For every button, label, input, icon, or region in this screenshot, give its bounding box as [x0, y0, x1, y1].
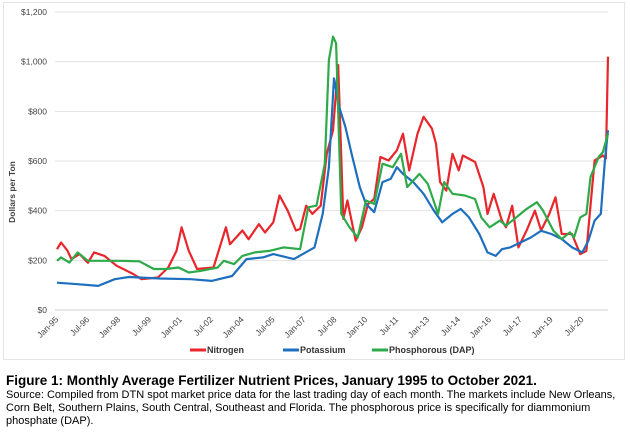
legend-item: Phosphorous (DAP): [372, 345, 475, 355]
y-tick-label: $1,000: [21, 57, 47, 67]
x-tick-label: Jan-95: [35, 314, 61, 340]
x-tick-label: Jan-19: [529, 314, 555, 340]
x-tick-label: Jan-04: [220, 314, 246, 340]
y-tick-label: $400: [28, 206, 47, 216]
x-axis-ticks: Jan-95 Jul-96 Jan-98 Jul-99 Jan-01 Jul-02 Jan-…: [35, 314, 586, 340]
legend: Nitrogen Potassium Phosphorous (DAP): [190, 345, 475, 355]
legend-label: Phosphorous (DAP): [389, 345, 475, 355]
x-tick-label: Jul-05: [253, 314, 277, 338]
y-tick-label: $200: [28, 255, 47, 265]
x-tick-label: Jul-96: [68, 314, 92, 338]
x-tick-label: Jul-99: [130, 314, 154, 338]
caption-source: Source: Compiled from DTN spot market pr…: [6, 389, 616, 427]
legend-item: Nitrogen: [190, 345, 244, 355]
y-tick-label: $800: [28, 106, 47, 116]
y-tick-label: $600: [28, 156, 47, 166]
series-line-phosphorous-dap: [56, 35, 610, 274]
x-tick-label: Jan-01: [159, 314, 185, 340]
y-tick-label: $1,200: [21, 7, 47, 17]
caption-title: Figure 1: Monthly Average Fertilizer Nut…: [6, 373, 537, 388]
y-tick-label: $0: [38, 305, 48, 315]
x-tick-label: Jul-14: [439, 314, 463, 338]
legend-item: Potassium: [283, 345, 346, 355]
x-tick-label: Jul-17: [500, 314, 524, 338]
x-tick-label: Jul-11: [377, 314, 400, 337]
chart-frame: [3, 2, 625, 360]
x-tick-label: Jul-08: [315, 314, 339, 338]
figure-caption: Figure 1: Monthly Average Fertilizer Nut…: [6, 373, 626, 428]
x-tick-label: Jan-16: [468, 314, 494, 340]
y-axis-title: Dollars per Ton: [7, 161, 17, 223]
series-lines: [56, 35, 610, 287]
x-tick-label: Jul-02: [191, 314, 215, 338]
x-tick-label: Jul-20: [562, 314, 586, 338]
legend-label: Potassium: [300, 345, 346, 355]
line-chart: $0 $200 $400 $600 $800 $1,000 $1,200 Jan-95 Jul…: [7, 7, 610, 355]
series-line-potassium: [56, 77, 610, 287]
x-tick-label: Jan-10: [344, 314, 370, 340]
x-tick-label: Jan-07: [282, 314, 308, 340]
y-axis-ticks: $0 $200 $400 $600 $800 $1,000 $1,200: [21, 7, 47, 315]
x-tick-label: Jan-13: [406, 314, 432, 340]
gridlines: [55, 11, 608, 311]
legend-label: Nitrogen: [207, 345, 244, 355]
x-tick-label: Jan-98: [97, 314, 123, 340]
